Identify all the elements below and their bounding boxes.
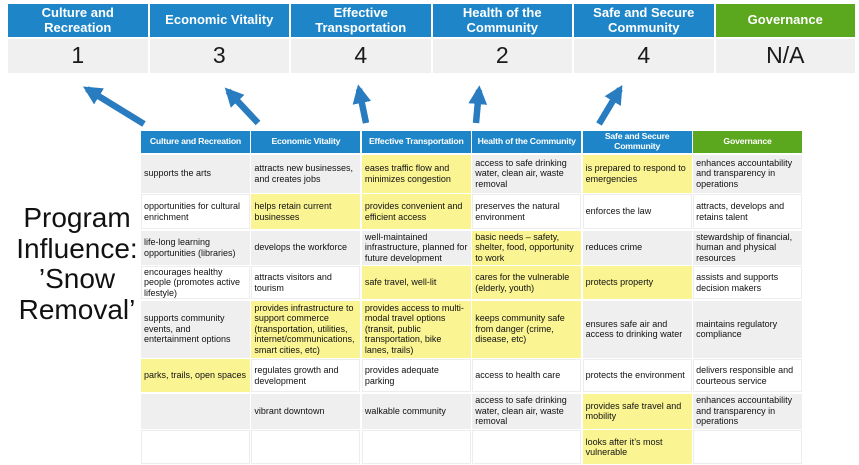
matrix-cell: opportunities for cultural enrichment <box>141 194 250 229</box>
matrix-cell: regulates growth and development <box>251 359 361 392</box>
summary-header-culture-and-recreation: Culture and Recreation <box>8 4 148 37</box>
summary-score-economic-vitality: 3 <box>149 38 289 73</box>
matrix-cell <box>141 430 250 464</box>
matrix-cell: provides convenient and efficient access <box>361 194 471 229</box>
matrix-cell: stewardship of financial, human and phys… <box>693 230 802 265</box>
matrix-cell: parks, trails, open spaces <box>141 359 250 392</box>
matrix-cell: is prepared to respond to emergencies <box>582 154 692 193</box>
matrix-cell: ensures safe air and access to drinking … <box>582 300 692 358</box>
program-influence-label: Program Influence: ’Snow Removal’ <box>16 202 138 325</box>
matrix-cell: develops the workforce <box>251 230 361 265</box>
matrix-cell: eases traffic flow and minimizes congest… <box>361 154 471 193</box>
matrix-cell: attracts new businesses, and creates job… <box>251 154 361 193</box>
matrix-cell: enhances accountability and transparency… <box>693 393 802 429</box>
matrix-cell: helps retain current businesses <box>251 194 361 229</box>
matrix-cell: provides infrastructure to support comme… <box>251 300 361 358</box>
up-arrow-icon <box>352 84 372 124</box>
summary-header-effective-transportation: Effective Transportation <box>291 4 431 37</box>
summary-score-governance: N/A <box>715 38 855 73</box>
matrix-cell: provides access to multi-modal travel op… <box>361 300 471 358</box>
summary-header-safe-and-secure-community: Safe and Secure Community <box>574 4 714 37</box>
matrix-cell: looks after it’s most vulnerable <box>582 430 692 464</box>
matrix-cell <box>141 393 250 429</box>
matrix-cell: attracts, develops and retains talent <box>693 194 802 229</box>
matrix-cell: protects property <box>582 266 692 299</box>
matrix-cell: safe travel, well-lit <box>361 266 471 299</box>
up-arrow-icon <box>468 85 488 124</box>
matrix-cell: walkable community <box>361 393 471 429</box>
arrows-layer <box>82 84 623 127</box>
matrix-cell: protects the environment <box>582 359 692 392</box>
matrix-cell: supports the arts <box>141 154 250 193</box>
matrix-cell: access to safe drinking water, clean air… <box>472 154 582 193</box>
matrix-cell: access to health care <box>472 359 582 392</box>
up-arrow-icon <box>596 84 623 126</box>
matrix-cell: provides safe travel and mobility <box>582 393 692 429</box>
matrix-cell: provides adequate parking <box>361 359 471 392</box>
matrix-cell: vibrant downtown <box>251 393 361 429</box>
matrix-cell: attracts visitors and tourism <box>251 266 361 299</box>
matrix-cell: enforces the law <box>582 194 692 229</box>
matrix-cell <box>693 430 802 464</box>
summary-scoreboard: Culture and Recreation Economic Vitality E… <box>8 4 855 73</box>
matrix-cell: maintains regulatory compliance <box>693 300 802 358</box>
matrix-header-governance: Governance <box>693 131 802 153</box>
summary-score-health-of-the-community: 2 <box>432 38 572 73</box>
matrix-cell: keeps community safe from danger (crime,… <box>472 300 582 358</box>
summary-score-effective-transportation: 4 <box>291 38 431 73</box>
matrix-cell <box>361 430 471 464</box>
matrix-header-effective-transportation: Effective Transportation <box>361 131 471 153</box>
matrix-header-safe-and-secure-community: Safe and Secure Community <box>582 131 692 153</box>
matrix-cell: assists and supports decision makers <box>693 266 802 299</box>
matrix-header-culture-and-recreation: Culture and Recreation <box>141 131 250 153</box>
summary-header-health-of-the-community: Health of the Community <box>432 4 572 37</box>
summary-score-culture-and-recreation: 1 <box>8 38 148 73</box>
priority-matrix-table: Culture and Recreation Economic Vitality E… <box>141 131 802 464</box>
up-arrow-icon <box>82 86 146 127</box>
matrix-cell: reduces crime <box>582 230 692 265</box>
matrix-cell: cares for the vulnerable (elderly, youth… <box>472 266 582 299</box>
up-arrow-icon <box>224 87 261 126</box>
matrix-cell: encourages healthy people (promotes acti… <box>141 266 250 299</box>
summary-score-safe-and-secure-community: 4 <box>574 38 714 73</box>
matrix-cell: enhances accountability and transparency… <box>693 154 802 193</box>
matrix-header-health-of-the-community: Health of the Community <box>472 131 582 153</box>
matrix-cell: supports community events, and entertain… <box>141 300 250 358</box>
summary-header-governance: Governance <box>715 4 855 37</box>
matrix-cell: life-long learning opportunities (librar… <box>141 230 250 265</box>
summary-header-economic-vitality: Economic Vitality <box>149 4 289 37</box>
matrix-cell: preserves the natural environment <box>472 194 582 229</box>
matrix-cell: delivers responsible and courteous servi… <box>693 359 802 392</box>
matrix-cell <box>251 430 361 464</box>
matrix-cell <box>472 430 582 464</box>
matrix-cell: access to safe drinking water, clean air… <box>472 393 582 429</box>
matrix-header-economic-vitality: Economic Vitality <box>251 131 361 153</box>
matrix-cell: well-maintained infrastructure, planned … <box>361 230 471 265</box>
matrix-cell: basic needs – safety, shelter, food, opp… <box>472 230 582 265</box>
